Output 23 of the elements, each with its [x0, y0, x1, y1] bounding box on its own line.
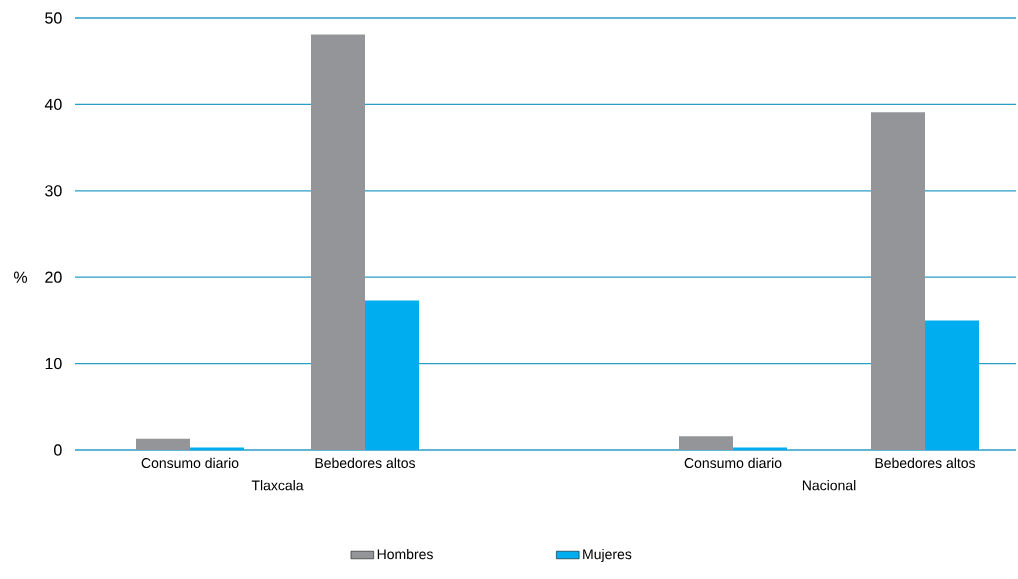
y-tick-label: 10 [45, 357, 62, 370]
bar [311, 34, 365, 450]
x-tick-label: Consumo diario [141, 457, 239, 469]
bar [136, 438, 190, 450]
y-tick-label: 20 [45, 271, 62, 283]
bar [679, 436, 734, 450]
x-tick-label: Consumo diario [684, 457, 782, 469]
y-tick-label: 0 [54, 444, 62, 456]
y-tick-label: 40 [44, 98, 62, 111]
legend-label: Mujeres [583, 548, 632, 562]
x-axis-title: Tlaxcala [251, 480, 304, 491]
legend-label: Hombres [377, 548, 433, 560]
bar [925, 320, 980, 450]
bar [190, 447, 244, 450]
y-tick-label: 30 [45, 185, 62, 197]
x-tick-label: Bebedores altos [315, 457, 416, 469]
bar [365, 300, 419, 450]
y-tick-label: 50 [45, 12, 62, 24]
bar [733, 447, 787, 450]
y-axis-title: % [13, 271, 28, 283]
bar [871, 112, 926, 450]
x-axis-title: Nacional [802, 480, 856, 491]
x-tick-label: Bebedores altos [875, 457, 976, 469]
